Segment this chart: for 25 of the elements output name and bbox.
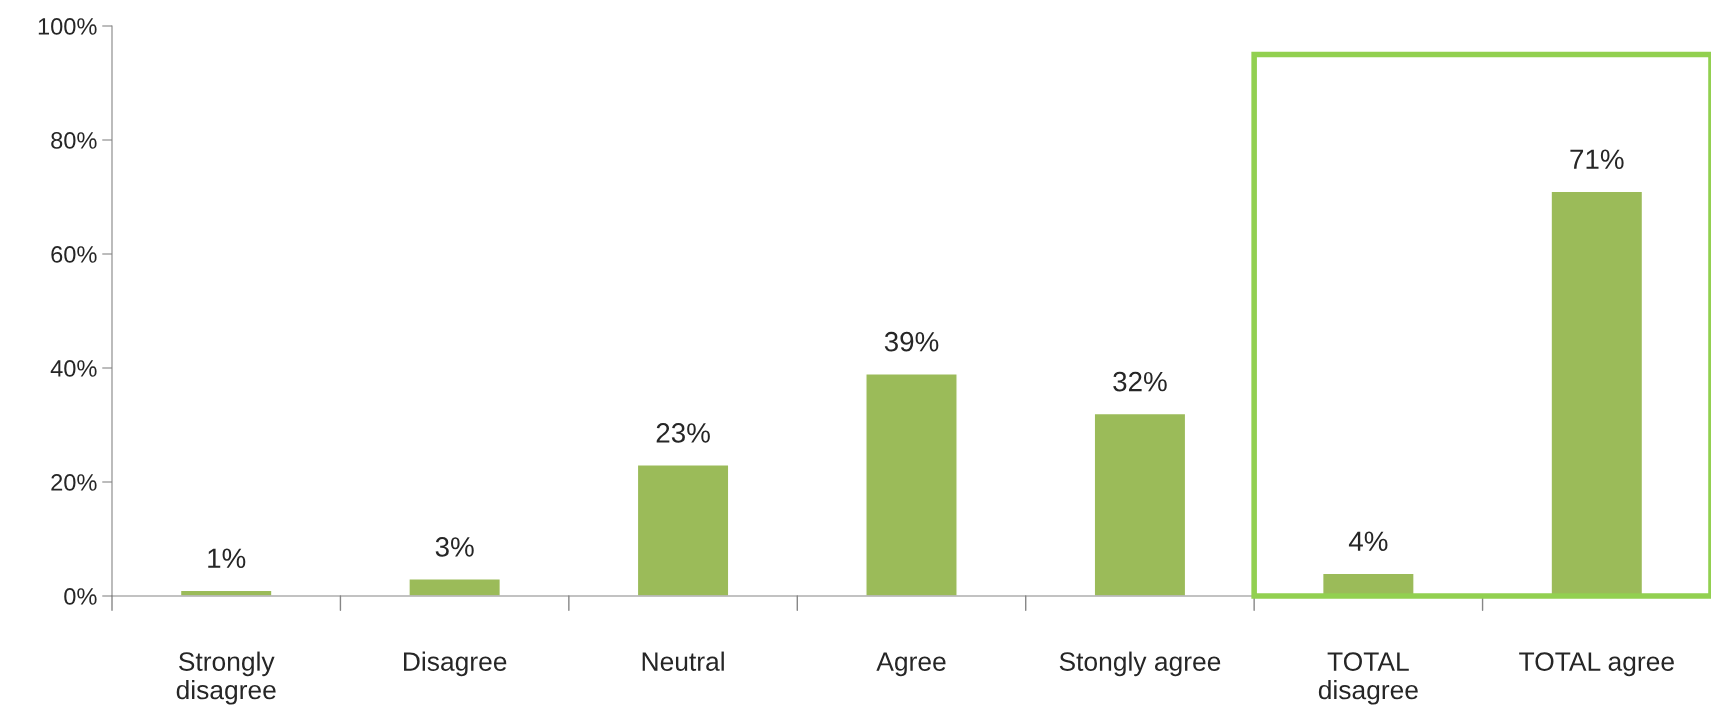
y-tick-label: 100% (38, 18, 97, 35)
x-tick-label: TOTAL disagree (1318, 652, 1418, 705)
x-tick-label: Strongly disagree (176, 651, 276, 705)
y-tick-label: 20% (51, 474, 97, 491)
data-label: 39% (884, 331, 939, 352)
x-tick-label: Disagree (404, 651, 507, 677)
bar (1093, 412, 1187, 596)
bar (636, 464, 730, 596)
y-tick-label: 80% (51, 132, 97, 149)
x-tick-label: Neutral (642, 651, 724, 671)
y-tick-label: 0% (64, 588, 97, 605)
bar (408, 578, 502, 596)
y-tick-label: 40% (50, 360, 97, 377)
data-label: 23% (656, 423, 710, 443)
data-label: 3% (435, 537, 474, 557)
data-label: 71% (1570, 149, 1624, 170)
x-tick-label: TOTAL agree (1519, 652, 1674, 677)
bar (865, 373, 958, 596)
x-tick-label: Stongly agree (1059, 651, 1221, 677)
bar (1550, 190, 1644, 596)
y-tick-label: 60% (51, 246, 97, 263)
data-label: 4% (1348, 531, 1388, 551)
data-label: 32% (1113, 371, 1167, 392)
data-label: 1% (208, 548, 246, 569)
x-tick-label: Agree (876, 652, 946, 677)
